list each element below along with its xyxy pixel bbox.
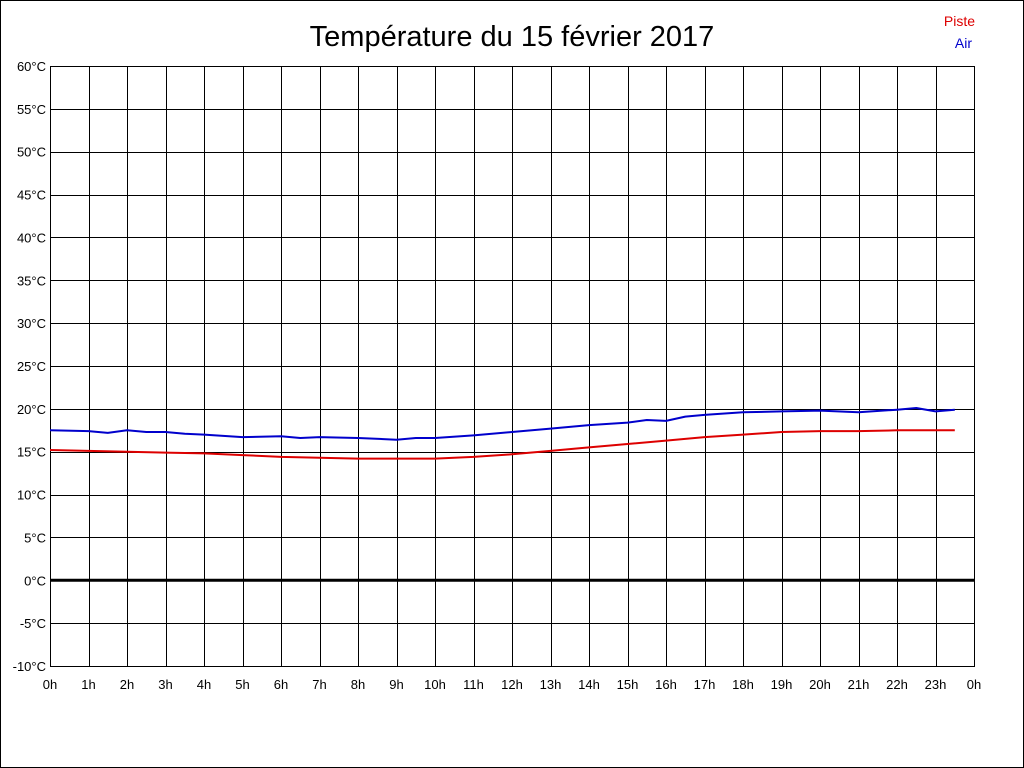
series-line-air [49,407,955,441]
legend-item-air: Air [955,35,972,51]
x-tick-label: 11h [463,677,484,692]
y-tick-label: 30°C [17,316,46,331]
x-tick-label: 23h [925,677,947,692]
y-tick-label: 5°C [24,530,46,545]
x-tick-label: 4h [197,677,211,692]
y-tick-label: 15°C [17,445,46,460]
x-tick-label: 18h [732,677,754,692]
y-tick-label: 25°C [17,359,46,374]
x-tick-label: 17h [694,677,716,692]
x-tick-label: 21h [848,677,870,692]
y-axis-tick-labels: 60°C 55°C 50°C 45°C 40°C 35°C 30°C 25°C 20°C 15°C… [13,59,46,674]
legend: Piste Air [944,13,975,51]
x-axis-tick-labels: 0h 1h 2h 3h 4h 5h 6h 7h 8h 9h 10h 11h 12h 13h 14h 15h 16… [43,677,981,692]
x-tick-label: 2h [120,677,134,692]
y-tick-label: 0°C [24,573,46,588]
x-tick-label: 15h [617,677,639,692]
legend-item-piste: Piste [944,13,975,29]
x-tick-label: 0h [967,677,981,692]
x-tick-label: 8h [351,677,365,692]
x-tick-label: 13h [540,677,562,692]
x-tick-label: 3h [158,677,172,692]
y-tick-label: 10°C [17,488,46,503]
chart-title: Température du 15 février 2017 [310,21,715,53]
y-tick-label: -5°C [20,616,46,631]
x-tick-label: 12h [501,677,523,692]
x-tick-label: 10h [424,677,446,692]
y-tick-label: 50°C [17,145,46,160]
plot-border [50,66,975,667]
x-tick-label: 6h [274,677,288,692]
x-tick-label: 14h [578,677,600,692]
series-layer [49,407,955,460]
y-tick-label: 20°C [17,402,46,417]
x-tick-label: 0h [43,677,57,692]
series-line-piste [49,429,955,460]
y-tick-label: 40°C [17,230,46,245]
x-tick-label: 1h [81,677,95,692]
y-tick-label: 45°C [17,188,46,203]
x-tick-label: 16h [655,677,677,692]
x-tick-label: 7h [312,677,326,692]
y-tick-label: 60°C [17,59,46,74]
x-tick-label: 20h [809,677,831,692]
y-tick-label: 55°C [17,102,46,117]
plot-frame [50,66,975,667]
x-tick-label: 19h [771,677,793,692]
y-tick-label: 35°C [17,273,46,288]
x-tick-label: 5h [235,677,249,692]
x-tick-label: 22h [886,677,908,692]
y-tick-label: -10°C [13,659,46,674]
x-tick-label: 9h [389,677,403,692]
